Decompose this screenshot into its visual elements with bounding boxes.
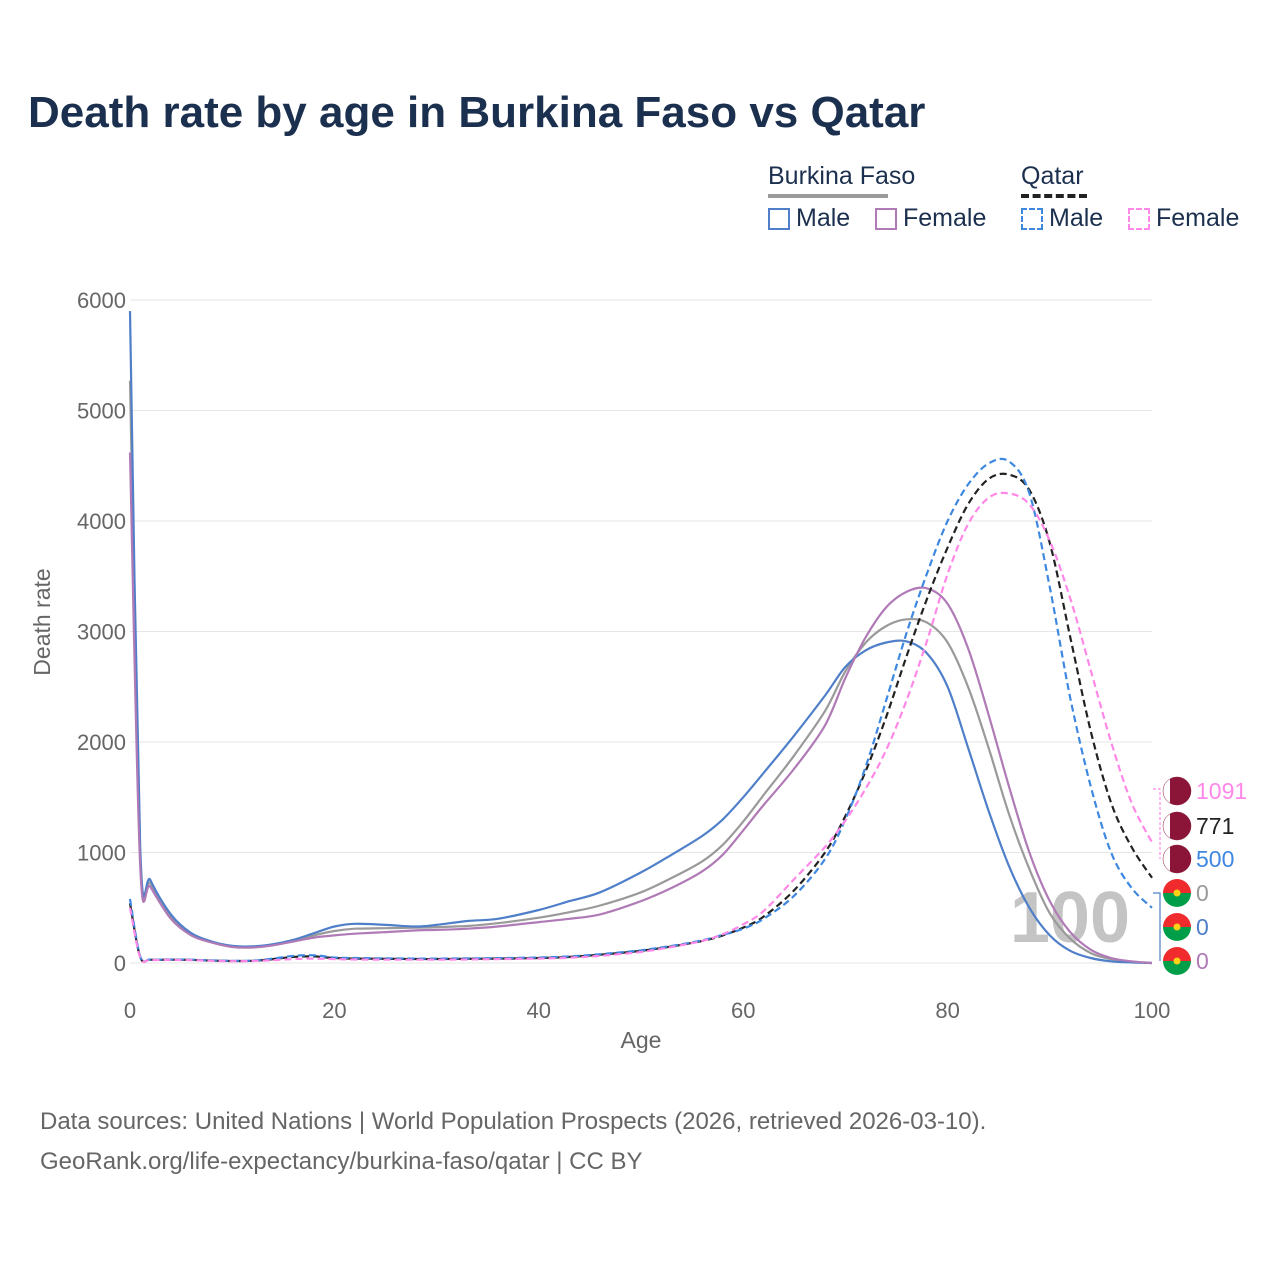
year-watermark: 100 [1010, 878, 1130, 958]
x-tick-label: 60 [731, 998, 755, 1023]
x-tick-label: 20 [322, 998, 346, 1023]
legend-swatch [768, 207, 790, 230]
end-label-value: 1091 [1196, 778, 1247, 804]
qatar-flag-white-band [1163, 812, 1170, 840]
end-labels: 1091 771 500 0 0 0 [1153, 776, 1247, 975]
end-label: 1091 [1162, 776, 1247, 806]
end-label-value: 0 [1196, 880, 1209, 906]
y-axis-ticks: 0 1000 2000 3000 4000 5000 6000 [77, 288, 126, 976]
y-axis-label: Death rate [29, 568, 55, 675]
legend-label: Female [1156, 204, 1240, 232]
series-line-qatar-male [128, 457, 1153, 963]
burkina-flag-star [1173, 957, 1181, 965]
burkina-flag-star [1173, 923, 1181, 931]
end-label-bracket [1153, 892, 1161, 961]
legend-qatar-male[interactable]: Male [1021, 204, 1103, 233]
qatar-flag-white-band [1163, 845, 1170, 873]
end-label-value: 0 [1196, 914, 1209, 940]
y-tick-label: 4000 [77, 509, 126, 534]
chart-title: Death rate by age in Burkina Faso vs Qat… [28, 88, 926, 137]
end-label-value: 771 [1196, 813, 1234, 839]
x-tick-label: 100 [1134, 998, 1171, 1023]
legend-group-label: Qatar [1021, 162, 1084, 190]
burkina-flag-lower [1163, 927, 1191, 941]
end-label-value: 500 [1196, 846, 1234, 872]
burkina-flag-icon [1163, 947, 1191, 961]
burkina-flag-star [1173, 889, 1181, 897]
legend-swatch [875, 207, 897, 230]
legend-label: Female [903, 204, 987, 232]
legend-qatar-female[interactable]: Female [1128, 204, 1239, 233]
x-tick-label: 0 [124, 998, 136, 1023]
y-tick-label: 1000 [77, 841, 126, 866]
burkina-flag-lower [1163, 893, 1191, 907]
burkina-flag-icon [1163, 913, 1191, 927]
burkina-flag-icon [1163, 879, 1191, 893]
series-line-qatar-female [128, 491, 1153, 964]
series-line-burkina-faso-total [128, 380, 1153, 965]
qatar-flag-outline [1162, 844, 1192, 874]
legend-group-label: Burkina Faso [768, 162, 916, 190]
legend-group-line [768, 194, 888, 198]
y-tick-label: 2000 [77, 730, 126, 755]
x-tick-label: 80 [935, 998, 959, 1023]
end-label: 771 [1162, 811, 1234, 841]
legend-swatch [1021, 207, 1043, 230]
burkina-flag-lower [1163, 961, 1191, 975]
qatar-flag-outline [1162, 776, 1192, 806]
footer-link[interactable]: GeoRank.org/life-expectancy/burkina-faso… [40, 1148, 643, 1175]
end-label: 0 [1163, 947, 1209, 975]
y-tick-label: 3000 [77, 620, 126, 645]
legend-burkina-female[interactable]: Female [875, 204, 986, 233]
legend-label: Male [1049, 204, 1104, 232]
legend-group-line [1021, 194, 1087, 198]
end-label: 0 [1163, 879, 1209, 907]
grid-lines [130, 299, 1152, 964]
qatar-flag-outline [1162, 811, 1192, 841]
footer-sources: Data sources: United Nations | World Pop… [40, 1108, 987, 1135]
legend-swatch [1128, 207, 1150, 230]
series-lines [128, 311, 1153, 965]
qatar-flag-white-band [1163, 777, 1170, 805]
x-tick-label: 40 [527, 998, 551, 1023]
end-label: 0 [1163, 913, 1209, 941]
x-axis-label: Age [621, 1027, 662, 1053]
end-label-value: 0 [1196, 948, 1209, 974]
legend-burkina-male[interactable]: Male [768, 204, 850, 233]
series-line-burkina-faso-male [128, 311, 1153, 965]
legend-group-qatar: Qatar [1021, 162, 1087, 198]
series-line-qatar-total [128, 472, 1153, 963]
end-label-bracket [1153, 788, 1161, 859]
x-axis-ticks: 0 20 40 60 80 100 [124, 998, 1170, 1023]
y-tick-label: 0 [114, 951, 126, 976]
legend-group-burkina-faso: Burkina Faso [768, 162, 915, 198]
y-tick-label: 5000 [77, 399, 126, 424]
legend-label: Male [796, 204, 851, 232]
end-label: 500 [1162, 844, 1234, 874]
series-line-burkina-faso-female [128, 452, 1153, 965]
y-tick-label: 6000 [77, 288, 126, 313]
